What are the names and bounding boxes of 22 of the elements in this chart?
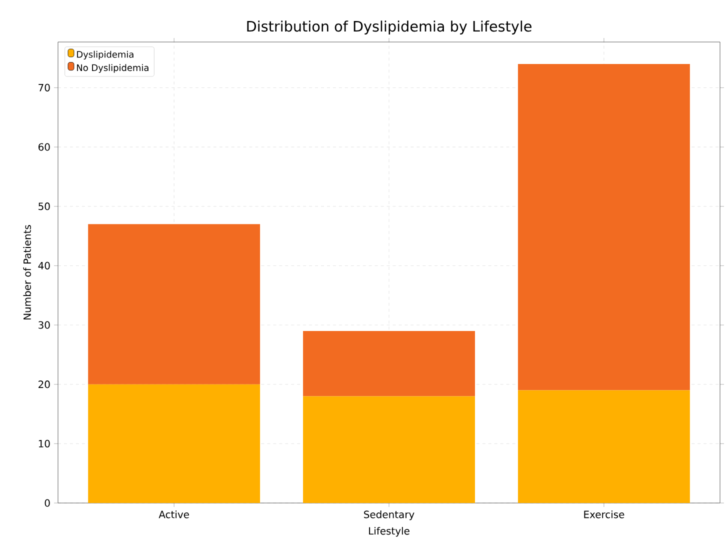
y-tick-label: 60 — [38, 143, 50, 151]
bar — [303, 396, 475, 503]
y-tick-label: 50 — [38, 202, 50, 210]
chart-title: Distribution of Dyslipidemia by Lifestyle — [247, 20, 532, 34]
y-tick-label: 20 — [38, 380, 50, 388]
bar — [88, 384, 260, 503]
y-tick-label: 0 — [44, 499, 50, 507]
y-tick-label: 30 — [38, 321, 50, 329]
legend-label: No Dyslipidemia — [77, 64, 148, 73]
y-axis-title: Number of Patients — [23, 225, 31, 320]
x-tick-label: Active — [158, 510, 189, 518]
y-tick-label: 70 — [38, 84, 50, 92]
bar — [88, 224, 260, 384]
legend-label: Dyslipidemia — [77, 50, 134, 60]
x-tick-label: Sedentary — [364, 510, 414, 520]
x-tick-label: Exercise — [584, 510, 624, 518]
x-axis-title: Lifestyle — [369, 526, 410, 537]
bar — [518, 64, 690, 390]
y-tick-label: 10 — [38, 440, 50, 448]
bar — [303, 330, 475, 396]
y-tick-label: 40 — [38, 262, 50, 270]
bar — [518, 390, 690, 503]
